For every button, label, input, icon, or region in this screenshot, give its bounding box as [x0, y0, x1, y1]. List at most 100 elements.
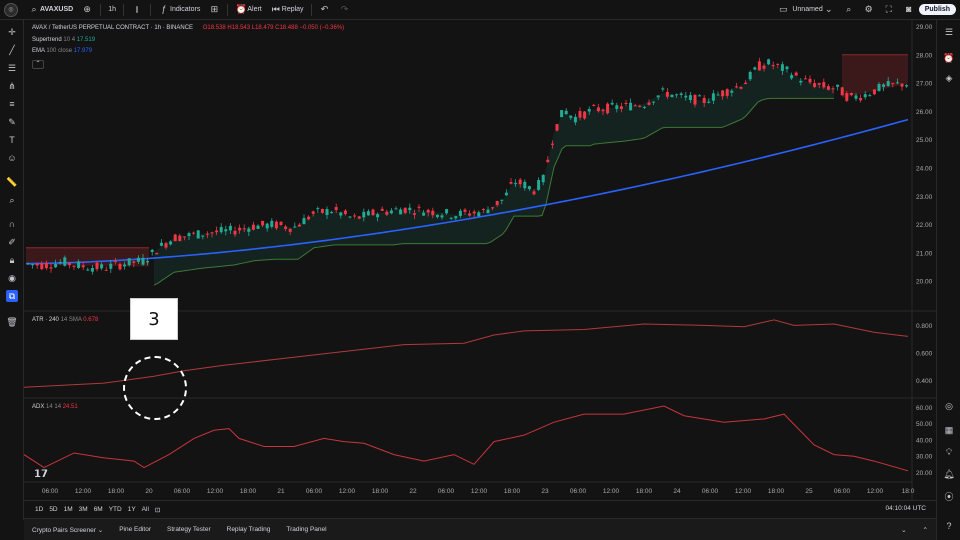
- candle-body: [279, 221, 283, 226]
- candle-body: [58, 262, 62, 264]
- redo-button[interactable]: ↷: [335, 0, 355, 20]
- candle-body: [799, 80, 803, 83]
- collapse-panel-icon[interactable]: ⌄: [901, 526, 907, 534]
- symbol-search[interactable]: ⌕ AVAXUSD: [24, 0, 77, 20]
- user-avatar[interactable]: ◎: [4, 2, 18, 17]
- collapse-legend-icon[interactable]: ⌃: [32, 60, 44, 69]
- supertrend-legend[interactable]: Supertrend 10 4 17.519: [32, 37, 95, 43]
- text-icon[interactable]: T: [9, 135, 15, 145]
- candle-body: [642, 106, 646, 108]
- candle-body: [670, 94, 674, 98]
- broadcast-icon[interactable]: ⦿: [944, 491, 954, 502]
- eye-icon[interactable]: ◉: [8, 272, 16, 283]
- candle-body: [647, 102, 651, 105]
- settings-button[interactable]: ⚙: [859, 0, 879, 20]
- alerts-icon[interactable]: ⏰: [943, 52, 955, 63]
- horizontal-lines-icon[interactable]: ☰: [7, 62, 17, 73]
- zoom-icon[interactable]: ⌕: [9, 194, 15, 205]
- candle-body: [348, 216, 352, 218]
- tab-pine-editor[interactable]: Pine Editor: [119, 526, 152, 533]
- candle-body: [164, 243, 168, 248]
- candle-body: [882, 84, 886, 87]
- annotation-label: 3: [130, 298, 178, 340]
- range-all[interactable]: All: [141, 506, 149, 513]
- candle-body: [233, 230, 237, 235]
- drawing-toolbar: ✛ ╱ ☰ ⋔ ≡ ✎ T ☺ 📏 ⌕ ∩ ✐ 🔒︎ ◉ ⧉ 🗑︎: [0, 20, 24, 520]
- calendar-icon[interactable]: ▦: [944, 424, 954, 435]
- fib-icon[interactable]: ≡: [9, 99, 15, 109]
- layout-dropdown[interactable]: ▭ Unnamed ⌄: [773, 0, 838, 20]
- crosshair-icon[interactable]: ✛: [8, 26, 16, 37]
- clock[interactable]: 04:10:04 UTC: [885, 505, 926, 512]
- goto-date-icon[interactable]: ⊡: [154, 506, 161, 514]
- fullscreen-button[interactable]: ⛶: [879, 0, 899, 20]
- chart-area[interactable]: 29.00 28.00 27.00 26.00 25.00 24.00 23.00 22.00…: [24, 20, 936, 500]
- candle-body: [702, 97, 706, 104]
- tab-strategy-tester[interactable]: Strategy Tester: [167, 526, 211, 533]
- ruler-icon[interactable]: 📏: [6, 176, 18, 187]
- divider: [123, 3, 124, 16]
- candle-body: [127, 258, 131, 266]
- compare-button[interactable]: ⊕: [77, 0, 97, 20]
- object-tree-icon[interactable]: ⧉: [6, 290, 18, 302]
- brush-icon[interactable]: ✎: [8, 116, 16, 127]
- candle-body: [146, 261, 150, 263]
- range-6m[interactable]: 6M: [93, 506, 103, 513]
- maximize-panel-icon[interactable]: ⌃: [922, 526, 928, 534]
- candle-body: [790, 75, 794, 79]
- indicators-button[interactable]: ƒ Indicators: [154, 0, 204, 20]
- undo-button[interactable]: ↶: [315, 0, 335, 20]
- trend-line-icon[interactable]: ╱: [9, 44, 15, 55]
- range-3m[interactable]: 3M: [78, 506, 88, 513]
- range-ytd[interactable]: YTD: [108, 506, 122, 513]
- layouts-button[interactable]: ⊞: [204, 0, 224, 20]
- supertrend-up-line: [153, 97, 834, 286]
- watchlist-icon[interactable]: ☰: [944, 26, 954, 37]
- publish-button[interactable]: Publish: [918, 4, 956, 15]
- magnet-icon[interactable]: ∩: [8, 219, 16, 229]
- atr-tick-label: 0.400: [916, 378, 933, 385]
- replay-button[interactable]: ⏮ Replay: [266, 0, 308, 20]
- tab-crypto-pairs-screener[interactable]: Crypto Pairs Screener ⌄: [24, 526, 111, 534]
- snapshot-button[interactable]: ◙: [899, 0, 919, 20]
- layers-icon[interactable]: ◈: [945, 72, 953, 83]
- range-1m[interactable]: 1M: [63, 506, 73, 513]
- interval-button[interactable]: 1h: [104, 0, 120, 20]
- candle-body: [123, 264, 127, 267]
- tradingview-logo[interactable]: 𝟭𝟳: [34, 469, 48, 480]
- candle-body: [159, 242, 163, 246]
- range-1y[interactable]: 1Y: [127, 506, 136, 513]
- tab-trading-panel[interactable]: Trading Panel: [286, 526, 327, 533]
- help-icon[interactable]: ?: [946, 521, 952, 531]
- notifications-icon[interactable]: 🔔︎: [943, 468, 955, 479]
- ema-legend[interactable]: EMA 100 close 17.979: [32, 48, 92, 54]
- target-icon[interactable]: ◎: [945, 400, 953, 411]
- range-1d[interactable]: 1D: [35, 506, 44, 513]
- lock-icon[interactable]: 🔒︎: [9, 254, 15, 265]
- time-tick-label: 21: [277, 488, 285, 495]
- chart-canvas[interactable]: 29.00 28.00 27.00 26.00 25.00 24.00 23.00 22.00…: [24, 20, 936, 500]
- annotation-circle: [123, 356, 187, 420]
- price-tick-label: 26.00: [916, 109, 933, 116]
- candle-body: [849, 93, 853, 95]
- candle-body: [86, 269, 90, 271]
- quick-search-button[interactable]: ⌕: [839, 0, 859, 20]
- trash-icon[interactable]: 🗑︎: [6, 316, 18, 327]
- smiley-icon[interactable]: ☺: [7, 153, 17, 163]
- range-5d[interactable]: 5D: [49, 506, 58, 513]
- candle-body: [836, 84, 840, 87]
- bar-style-button[interactable]: ⫾: [127, 0, 147, 20]
- adx-legend[interactable]: ADX 14 14 24.51: [32, 404, 78, 410]
- chevron-down-icon: ⌄: [824, 4, 833, 14]
- candle-body: [297, 224, 301, 227]
- candle-body: [606, 103, 610, 114]
- alert-button[interactable]: ⏰ Alert: [231, 0, 265, 20]
- ideas-icon[interactable]: 💡︎: [945, 446, 953, 457]
- candle-body: [339, 212, 343, 216]
- pencil-lock-icon[interactable]: ✐: [8, 236, 16, 247]
- tab-replay-trading[interactable]: Replay Trading: [226, 526, 271, 533]
- candle-body: [739, 86, 743, 89]
- atr-legend[interactable]: ATR · 240 14 SMA 0.678: [32, 317, 98, 323]
- pitchfork-icon[interactable]: ⋔: [8, 80, 16, 91]
- gear-icon: ⚙: [864, 4, 873, 14]
